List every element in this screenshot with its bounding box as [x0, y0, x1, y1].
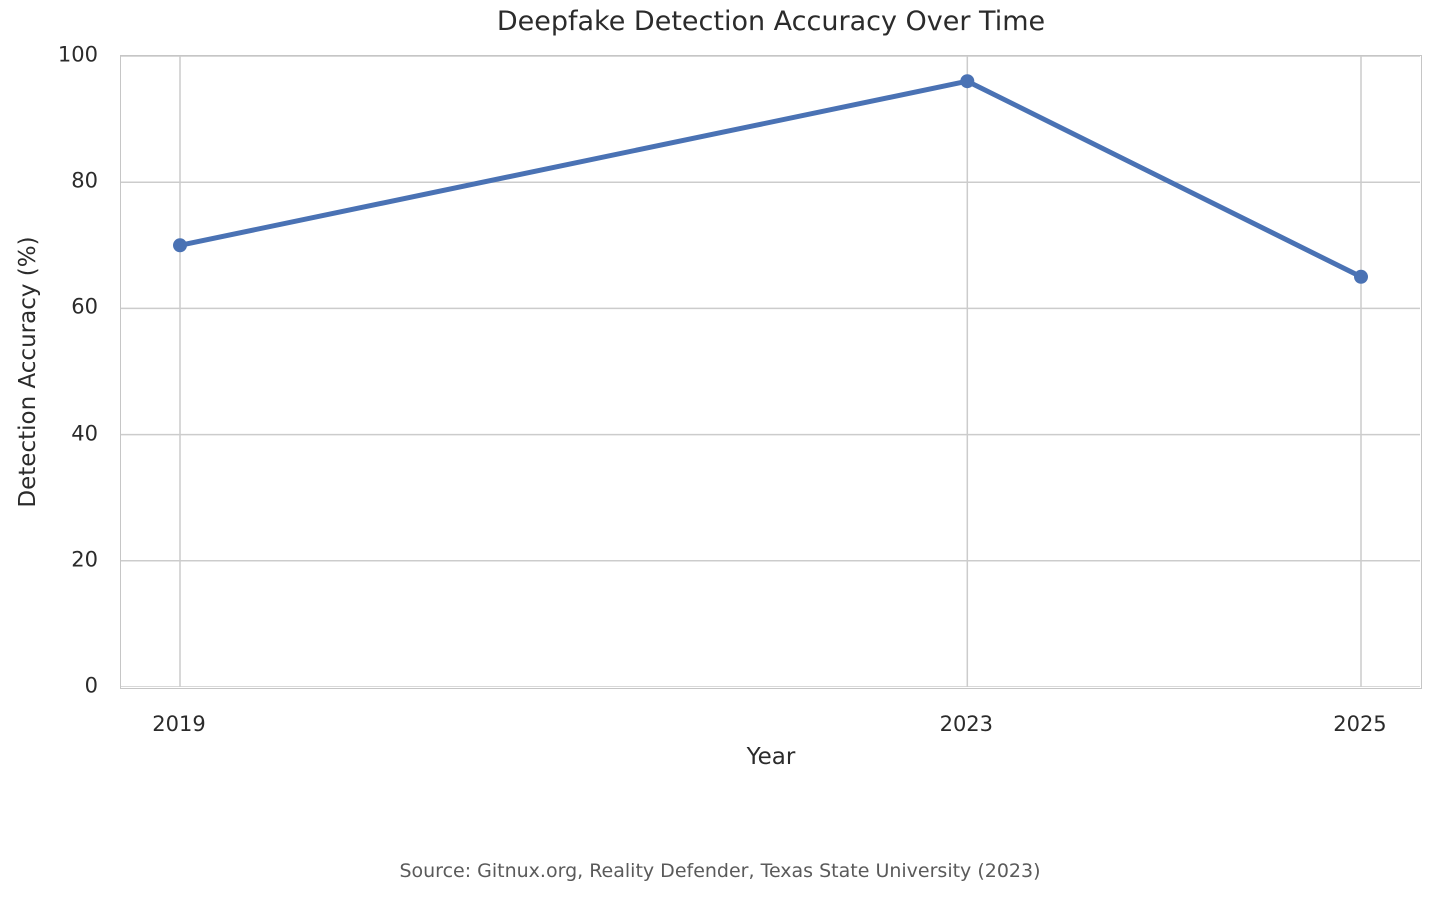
x-tick-label: 2023 — [939, 712, 994, 736]
y-tick-label: 20 — [71, 547, 98, 572]
x-tick-label: 2025 — [1333, 712, 1387, 736]
chart-title: Deepfake Detection Accuracy Over Time — [496, 6, 1046, 37]
y-tick-label: 60 — [71, 294, 98, 319]
y-tick-label: 40 — [71, 421, 98, 446]
plot-area — [120, 55, 1422, 689]
source-note: Source: Gitnux.org, Reality Defender, Te… — [399, 860, 1041, 882]
y-tick-label: 100 — [57, 42, 98, 67]
x-axis-label: Year — [746, 744, 796, 770]
line-plot — [121, 56, 1420, 687]
y-tick-label: 0 — [84, 673, 98, 698]
y-axis-label: Detection Accuracy (%) — [15, 236, 41, 508]
y-tick-label: 80 — [71, 168, 98, 193]
x-tick-label: 2019 — [152, 712, 206, 736]
